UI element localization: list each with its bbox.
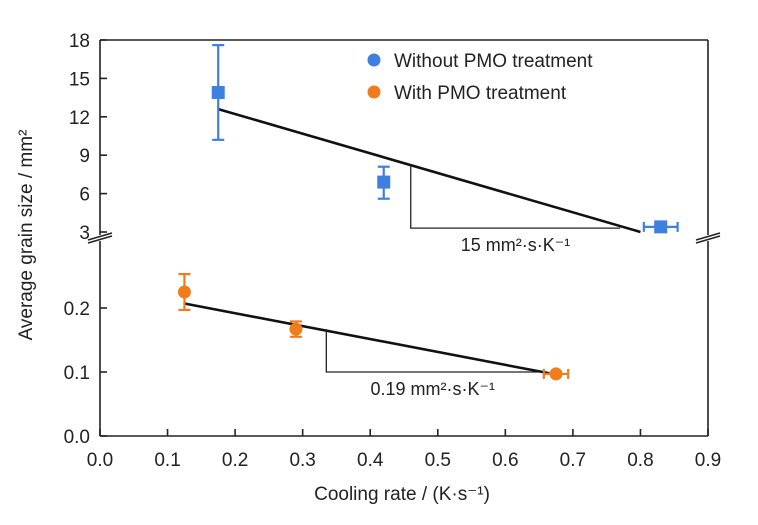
fit-layer [184, 107, 641, 375]
y-tick-label: 0.2 [64, 299, 90, 320]
slope-triangle [410, 164, 621, 229]
x-tick-label: 0.2 [222, 450, 248, 471]
data-point-square [211, 85, 225, 99]
slope-triangle [325, 329, 540, 373]
x-tick-label: 0.7 [560, 450, 586, 471]
legend-label: With PMO treatment [394, 83, 567, 104]
axis-break-mark-left [87, 232, 113, 241]
x-tick-label: 0.0 [87, 450, 113, 471]
axis-break-gap-left [88, 235, 112, 241]
x-tick-label: 0.8 [627, 450, 653, 471]
x-tick-label: 0.4 [357, 450, 384, 471]
data-point-square [654, 220, 668, 234]
axis-break-mark-left [87, 235, 113, 244]
x-tick-label: 0.5 [425, 450, 451, 471]
fit-line-1 [184, 302, 550, 375]
plot-frame [87, 39, 721, 437]
y-tick-label: 0.1 [64, 363, 90, 384]
data-point-circle [289, 322, 303, 336]
y-tick-label: 18 [69, 31, 90, 52]
y-tick-label: 0.0 [64, 427, 90, 448]
y-tick-label: 3 [79, 223, 90, 244]
tick-layer: 0.0 0.1 0.2 0.3 0.4 0.5 0.6 0.7 0.8 0.9 3 6 9 12 15 18 0… [64, 31, 722, 471]
fit-line-0 [217, 107, 641, 234]
x-tick-label: 0.3 [289, 450, 315, 471]
y-tick-label: 12 [69, 108, 90, 129]
axis-break-mark-right [695, 235, 721, 244]
y-tick-label: 9 [79, 146, 90, 167]
y-tick-label: 15 [69, 69, 90, 90]
legend: Without PMO treatment With PMO treatment [367, 51, 593, 104]
data-point-circle [177, 285, 191, 299]
slope-label: 0.19 mm²·s·K⁻¹ [370, 379, 495, 399]
x-tick-label: 0.1 [154, 450, 180, 471]
x-axis-title: Cooling rate / (K·s⁻¹) [314, 484, 490, 505]
data-point-circle [549, 367, 563, 381]
legend-marker [367, 85, 381, 99]
axis-break-mark-right [695, 232, 721, 241]
slope-triangle-layer: 15 mm²·s·K⁻¹ 0.19 mm²·s·K⁻¹ [325, 164, 621, 399]
y-tick-label: 6 [79, 185, 90, 206]
point-layer [177, 44, 679, 381]
legend-label: Without PMO treatment [394, 51, 593, 72]
slope-label: 15 mm²·s·K⁻¹ [461, 235, 571, 255]
axis-break-gap-right [696, 235, 720, 241]
legend-marker [367, 53, 381, 67]
y-axis-title: Average grain size / mm² [16, 130, 37, 341]
data-point-square [377, 175, 391, 189]
x-tick-label: 0.6 [492, 450, 518, 471]
x-tick-label: 0.9 [695, 450, 721, 471]
